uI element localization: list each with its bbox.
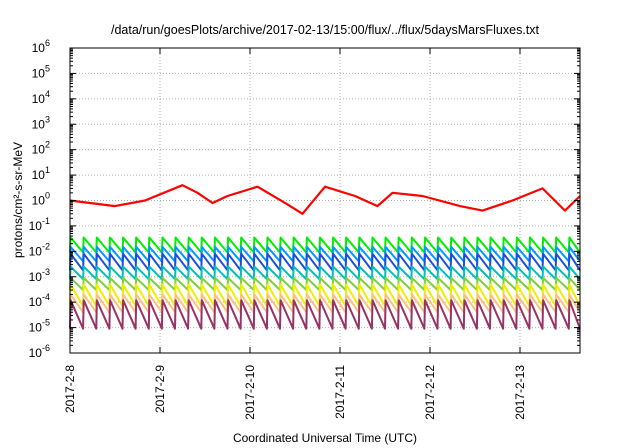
x-tick-label: 2017-2-13: [513, 365, 527, 420]
y-tick-label: 10-4: [29, 292, 50, 309]
y-tick-label: 105: [32, 63, 50, 80]
series-line-4: [69, 265, 581, 281]
x-axis-label: Coordinated Universal Time (UTC): [233, 431, 417, 445]
y-tick-label: 10-6: [29, 343, 50, 360]
series-layer: [69, 184, 581, 330]
axis-ticks: [69, 47, 580, 354]
y-tick-label: 106: [32, 38, 50, 55]
x-tick-label: 2017-2-10: [243, 365, 257, 420]
series-line-2: [69, 245, 581, 263]
x-tick-label: 2017-2-11: [333, 365, 347, 419]
series-line-1: [69, 236, 581, 254]
y-axis-label: protons/cm²-s-sr-MeV: [11, 142, 25, 258]
y-tick-label: 104: [32, 89, 50, 106]
y-tick-label: 103: [32, 114, 50, 131]
series-line-5: [69, 276, 581, 291]
series-line-6: [69, 283, 581, 308]
y-tick-label: 101: [32, 165, 50, 182]
x-tick-label: 2017-2-8: [63, 365, 77, 413]
y-tick-label: 10-5: [29, 318, 50, 335]
y-tick-label: 10-1: [29, 216, 50, 233]
series-line-3: [69, 252, 581, 272]
chart-title: /data/run/goesPlots/archive/2017-02-13/1…: [111, 23, 540, 37]
y-tick-label: 102: [32, 140, 50, 157]
series-line-red: [69, 184, 581, 215]
y-tick-label: 10-2: [29, 241, 50, 258]
y-tick-labels: 10-6 10-5 10-4 10-3 10-2 10-1 100 101 102 103 104 1…: [29, 38, 50, 360]
y-tick-label: 100: [32, 191, 50, 208]
series-line-7: [69, 293, 581, 314]
y-tick-label: 10-3: [29, 267, 50, 284]
x-tick-labels: 2017-2-8 2017-2-9 2017-2-10 2017-2-11 2017-2…: [63, 365, 527, 420]
x-tick-label: 2017-2-12: [423, 365, 437, 420]
series-line-8: [69, 299, 581, 330]
x-tick-label: 2017-2-9: [153, 365, 167, 413]
